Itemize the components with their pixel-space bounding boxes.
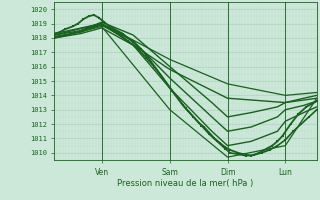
X-axis label: Pression niveau de la mer( hPa ): Pression niveau de la mer( hPa ): [117, 179, 254, 188]
